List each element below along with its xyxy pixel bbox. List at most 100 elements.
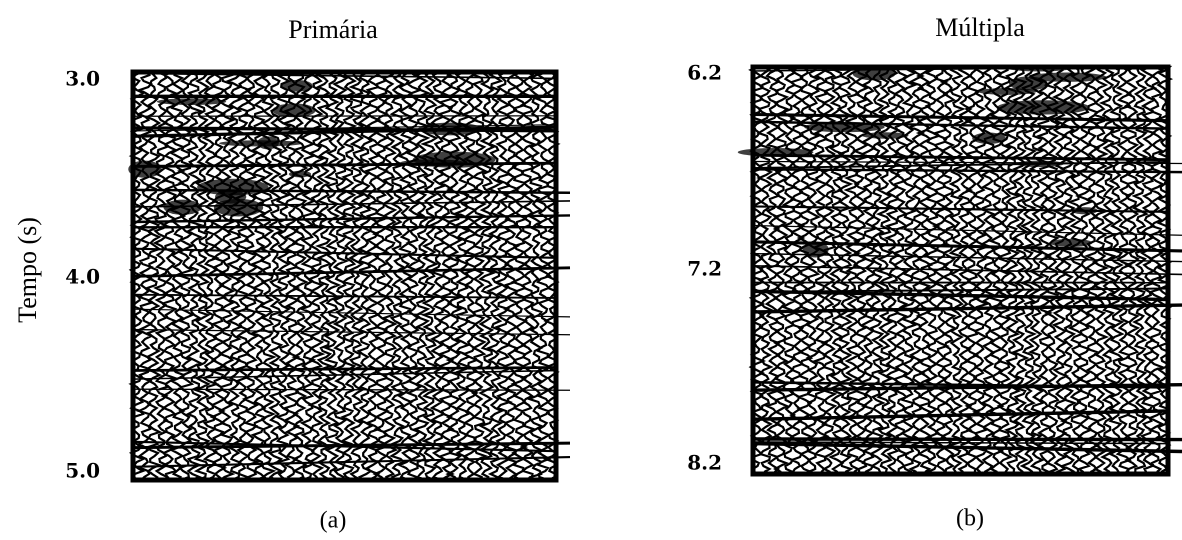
seismic-trace <box>1066 65 1085 473</box>
seismic-trace <box>132 441 571 450</box>
seismic-trace <box>417 122 483 136</box>
seismic-trace <box>1155 65 1174 473</box>
seismic-trace <box>1071 207 1098 215</box>
seismic-trace <box>752 153 1169 162</box>
seismic-trace <box>748 65 767 473</box>
seismic-trace <box>156 98 227 106</box>
seismic-trace <box>752 441 1182 454</box>
seismic-trace <box>132 200 571 208</box>
seismic-trace <box>931 65 950 473</box>
seismic-trace <box>1115 65 1133 473</box>
panel-title: Múltipla <box>935 13 1025 42</box>
seismic-trace <box>347 70 366 481</box>
seismic-trace <box>752 287 1169 293</box>
tick-label: 6.2 <box>687 61 722 85</box>
seismic-trace <box>1051 65 1070 474</box>
seismic-trace <box>923 65 942 474</box>
seismic-trace <box>979 65 997 473</box>
seismic-trace <box>132 293 557 299</box>
seismic-trace <box>752 381 1169 389</box>
seismic-trace <box>752 437 1182 442</box>
seismic-trace <box>1107 65 1125 473</box>
seismic-trace <box>445 70 464 481</box>
seismic-trace <box>772 65 790 473</box>
seismic-trace <box>128 160 162 178</box>
seismic-trace <box>542 70 561 481</box>
seismic-trace <box>476 70 496 481</box>
seismic-trace <box>939 65 957 473</box>
seismic-trace <box>399 159 466 167</box>
tick-label: 4.0 <box>65 265 100 289</box>
seismic-trace <box>356 70 374 481</box>
panel-caption: (a) <box>320 508 347 534</box>
seismic-trace <box>280 79 313 92</box>
seismic-trace <box>1059 65 1078 473</box>
seismic-trace <box>381 70 399 481</box>
seismic-trace <box>1049 238 1093 247</box>
seismic-trace <box>752 264 1182 276</box>
seismic-trace <box>519 70 537 482</box>
y-axis-label: Tempo (s) <box>13 217 42 323</box>
seismic-trace <box>132 366 557 372</box>
seismic-trace <box>804 121 885 133</box>
seismic-trace <box>299 70 317 482</box>
seismic-trace <box>852 67 896 81</box>
seismic-trace <box>756 65 774 473</box>
seismic-trace <box>752 441 1169 445</box>
seismic-trace <box>804 65 822 474</box>
seismic-trace <box>388 70 407 481</box>
seismic-trace <box>802 241 829 258</box>
seismic-trace <box>486 70 505 481</box>
seismic-trace <box>737 148 814 157</box>
seismic-trace <box>1003 65 1022 473</box>
seismic-trace <box>763 65 782 473</box>
seismic-section <box>737 65 1182 474</box>
seismic-trace <box>752 112 1169 123</box>
seismic-trace <box>314 70 334 481</box>
seismic-trace <box>972 132 1006 144</box>
seismic-trace <box>1015 160 1064 168</box>
seismic-trace <box>752 240 1182 253</box>
seismic-trace <box>752 168 1182 174</box>
panel-title: Primária <box>288 15 378 44</box>
seismic-trace <box>132 440 557 453</box>
seismic-trace <box>163 199 202 215</box>
seismic-trace <box>288 170 312 178</box>
seismic-trace <box>132 126 557 133</box>
seismic-trace <box>1028 72 1107 82</box>
seismic-trace <box>272 103 316 118</box>
seismic-trace <box>964 65 982 473</box>
seismic-trace <box>132 247 557 259</box>
seismic-trace <box>396 70 414 482</box>
seismic-trace <box>132 266 571 278</box>
seismic-trace <box>339 70 358 481</box>
seismic-trace <box>526 70 545 481</box>
seismic-trace <box>752 205 1169 213</box>
seismic-trace <box>132 369 557 380</box>
seismic-trace <box>1027 65 1045 473</box>
seismic-section <box>128 70 571 482</box>
seismic-trace <box>752 224 1182 236</box>
seismic-trace <box>1043 65 1062 474</box>
seismic-trace <box>132 328 571 336</box>
seismic-trace <box>899 65 918 473</box>
seismic-trace <box>752 289 1169 302</box>
seismic-trace <box>1139 65 1158 473</box>
seismic-trace <box>132 455 571 468</box>
tick-label: 7.2 <box>687 257 722 281</box>
seismic-trace <box>132 388 571 391</box>
seismic-trace <box>420 70 439 482</box>
seismic-trace <box>502 70 521 481</box>
panel-frame <box>130 69 559 483</box>
tick-label: 5.0 <box>65 459 100 483</box>
seismic-trace <box>132 125 557 138</box>
seismic-trace <box>132 308 571 318</box>
seismic-trace <box>429 70 448 482</box>
seismic-trace <box>437 70 455 481</box>
seismic-trace <box>132 214 571 224</box>
seismic-trace <box>752 303 1182 314</box>
seismic-trace <box>215 190 247 204</box>
seismic-trace <box>861 132 909 139</box>
panel-frame <box>750 64 1171 477</box>
